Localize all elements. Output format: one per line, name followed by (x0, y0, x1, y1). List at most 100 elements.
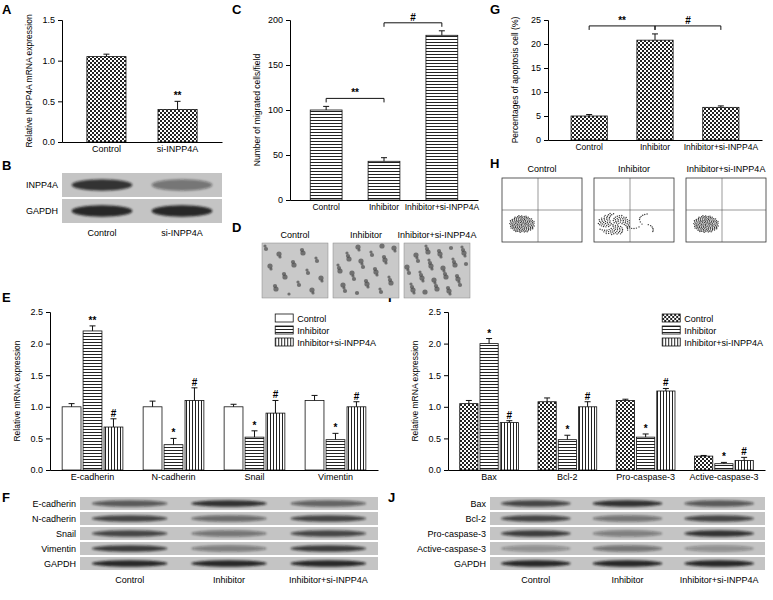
event-dot (516, 228, 517, 229)
bar (158, 109, 197, 142)
event-dot (714, 228, 715, 229)
event-dot (652, 228, 653, 229)
lane-label: Inhibitor+si-INPP4A (289, 575, 368, 585)
blot-band (291, 560, 366, 567)
tick: 50 (273, 150, 290, 160)
event-dot (512, 223, 513, 224)
event-dot (706, 216, 707, 217)
event-dot (695, 226, 696, 227)
event-dot (605, 226, 606, 227)
error-bar (663, 388, 669, 391)
event-dot (522, 224, 523, 225)
bar (558, 440, 576, 470)
event-dot (702, 215, 703, 216)
flow-label: Inhibitor (618, 164, 650, 174)
event-dot (517, 228, 518, 229)
event-dot (709, 221, 710, 222)
event-dot (513, 229, 514, 230)
cell-dot (388, 280, 393, 285)
annotations: ** (174, 90, 182, 101)
cell-dot (412, 291, 415, 294)
legend-item: Control (662, 314, 713, 324)
event-dot (522, 229, 523, 230)
event-dot (708, 231, 709, 232)
cell-dot (416, 259, 420, 263)
cell-dot (320, 279, 323, 282)
event-dot (698, 224, 699, 225)
event-dot (716, 227, 717, 228)
event-dot (532, 227, 533, 228)
event-dot (710, 217, 711, 218)
event-dot (617, 224, 618, 225)
event-dot (702, 217, 703, 218)
legend-item: Control (275, 314, 326, 324)
event-dot (514, 228, 515, 229)
tick: Inhibitor+si-INPP4A (405, 202, 480, 212)
blot-strip (80, 527, 378, 540)
event-dot (621, 223, 622, 224)
annotations: **# (589, 15, 721, 30)
event-dot (710, 224, 711, 225)
event-dot (698, 228, 699, 229)
bracket-label: # (685, 15, 691, 26)
event-dot (623, 216, 624, 217)
quadrant-line (594, 210, 674, 211)
blot-band (191, 560, 266, 567)
panel-label: F (2, 490, 10, 505)
error-bar (231, 404, 237, 407)
cell-dot (264, 247, 268, 251)
error-bar (381, 158, 387, 162)
plot-marks (571, 34, 739, 140)
event-dot (712, 225, 713, 226)
event-dot (706, 220, 707, 221)
event-dot (705, 217, 706, 218)
axis-title: Relative mRNA expression (410, 340, 420, 441)
event-dot (601, 217, 602, 218)
y-axis: 0510152025 (531, 15, 549, 145)
tick-label: 5 (536, 111, 541, 121)
event-dot (509, 223, 510, 224)
event-dot (524, 228, 525, 229)
tick-mark (544, 44, 548, 45)
event-dot (527, 221, 528, 222)
event-dot (521, 225, 522, 226)
event-dot (528, 228, 529, 229)
event-dot (710, 225, 711, 226)
bar-chart: 050100150200ControlInhibitorInhibitor+si… (252, 12, 479, 212)
legend-swatch (275, 326, 293, 334)
event-dot (652, 229, 653, 230)
blot-band (684, 515, 754, 522)
tick: 0.0 (42, 137, 62, 147)
annotations: **# (326, 12, 442, 103)
cell-dot (393, 249, 396, 252)
event-dot (531, 218, 532, 219)
event-dot (521, 231, 522, 232)
blot-band (593, 560, 663, 567)
event-dot (694, 226, 695, 227)
event-dot (715, 218, 716, 219)
cell-dot (297, 283, 301, 287)
event-dot (701, 216, 702, 217)
event-dot (612, 224, 613, 225)
event-dot (646, 213, 647, 214)
blot-band (92, 530, 167, 537)
tick: 2.0 (30, 339, 50, 349)
event-dot (513, 222, 514, 223)
bar (266, 413, 285, 470)
quadrant-line (686, 210, 766, 211)
significance-label: # (585, 391, 591, 402)
bar (185, 400, 204, 470)
cell-dot (430, 267, 433, 270)
event-dot (701, 227, 702, 228)
blot-band (92, 560, 167, 567)
event-dot (699, 231, 700, 232)
western-blot: BaxBcl-2Pro-caspase-3Active-caspase-3GAP… (417, 497, 765, 585)
row-label: GAPDH (26, 206, 58, 216)
cell-dot (352, 277, 356, 281)
tick: Inhibitor (369, 202, 399, 212)
event-dot (515, 221, 516, 222)
western-blot: INPP4AGAPDHControlsi-INPP4A (26, 173, 222, 238)
tick-label: Inhibitor (640, 142, 670, 152)
event-dot (602, 223, 603, 224)
event-dot (520, 224, 521, 225)
